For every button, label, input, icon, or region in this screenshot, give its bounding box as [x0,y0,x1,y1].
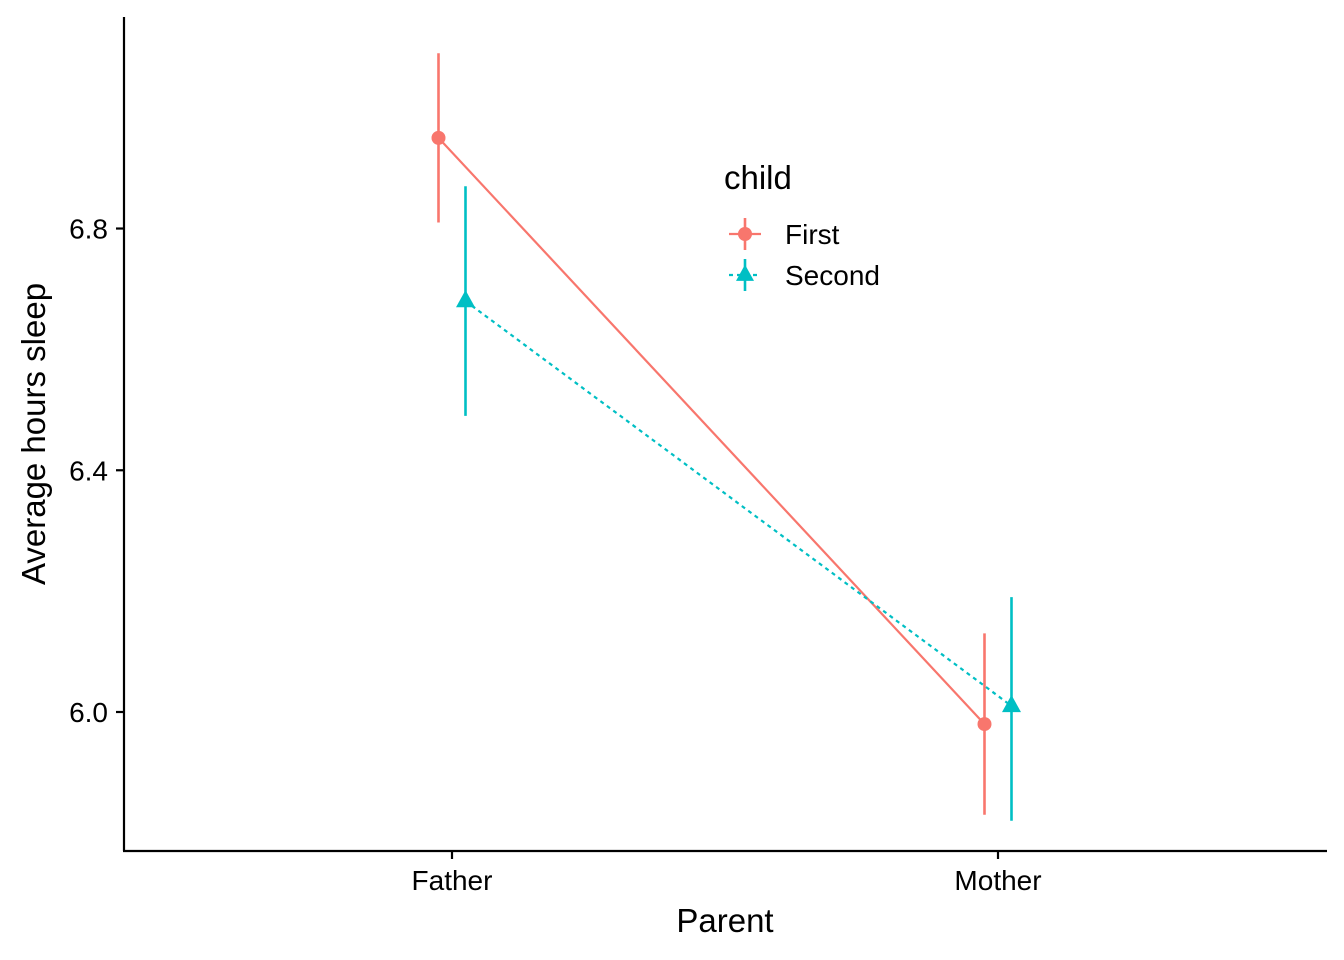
legend-item-second: Second [729,259,880,291]
legend-label-first: First [785,219,840,250]
legend-title: child [724,159,792,196]
x-tick-label-father: Father [412,865,493,896]
series-line-second [464,300,1013,707]
series-first [431,53,992,815]
series-second [456,186,1021,821]
legend-key-marker-first [738,227,752,241]
x-tick-label-mother: Mother [954,865,1041,896]
legend-key-marker-second [736,264,754,281]
point-second-mother [1002,695,1021,713]
legend-item-first: First [729,218,840,250]
legend-items: First Second [729,218,880,291]
series-line-first [437,137,986,725]
y-ticks: 6.0 6.4 6.8 [69,214,124,728]
point-first-father [431,130,446,145]
point-second-father [456,290,475,308]
x-axis-title: Parent [676,902,773,939]
legend-label-second: Second [785,260,880,291]
y-axis-title: Average hours sleep [15,283,52,585]
y-tick-label: 6.0 [69,697,108,728]
y-tick-label: 6.8 [69,214,108,245]
x-ticks: Father Mother [412,851,1042,896]
legend: child First Second [724,159,880,291]
point-first-mother [977,717,992,732]
plot-marks [431,53,1021,821]
y-tick-label: 6.4 [69,455,108,486]
